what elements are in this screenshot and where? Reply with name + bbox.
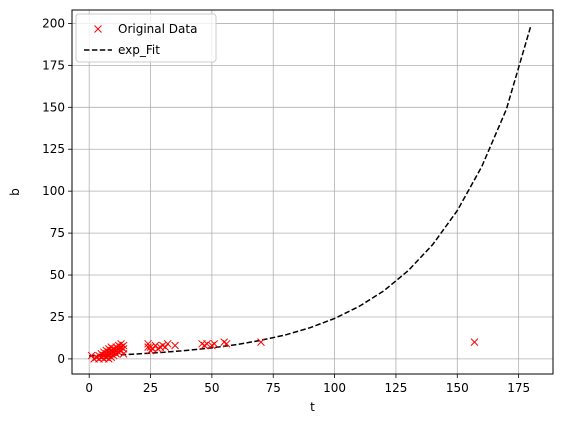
y-tick-label: 0 [57,352,65,366]
grid-lines [72,10,553,374]
legend-label-exp-fit: exp_Fit [118,43,160,57]
y-tick-label: 150 [42,100,65,114]
x-tick-label: 50 [204,381,219,395]
y-tick-label: 75 [50,226,65,240]
data-point [257,338,265,346]
data-point [144,343,152,352]
data-point [210,339,219,348]
scatter-layer [87,338,479,363]
x-tick-label: 100 [323,381,346,395]
x-tick-label: 0 [85,381,93,395]
y-tick-label: 50 [50,268,65,282]
data-point [151,341,160,350]
y-axis-ticks: 0 25 50 75 100 125 150 175 200 [42,16,72,366]
fit-line-layer [89,25,532,357]
data-point [203,339,211,348]
data-point [87,351,96,360]
y-tick-label: 175 [42,58,65,72]
data-point [119,341,128,350]
x-axis-ticks: 0 25 50 75 100 125 150 175 [85,374,530,395]
legend-marker-original-data [94,25,102,33]
data-point [171,341,179,350]
data-point [161,343,170,352]
exp-fit-line [89,25,532,357]
y-tick-label: 100 [42,184,65,198]
x-tick-label: 75 [266,381,281,395]
x-tick-label: 175 [507,381,530,395]
legend: Original Data exp_Fit [75,13,217,63]
y-tick-label: 200 [42,16,65,30]
y-tick-label: 125 [42,142,65,156]
y-axis-label: b [8,188,22,196]
y-tick-label: 25 [50,310,65,324]
x-axis-label: t [310,400,315,414]
data-point [119,350,128,358]
x-tick-label: 125 [384,381,407,395]
x-tick-label: 150 [446,381,469,395]
legend-label-original-data: Original Data [118,22,197,36]
data-point [470,338,479,346]
data-point [222,339,231,348]
legend-x-marker [94,25,102,33]
x-tick-label: 25 [143,381,158,395]
data-point [163,339,172,348]
plot-frame [71,9,554,375]
